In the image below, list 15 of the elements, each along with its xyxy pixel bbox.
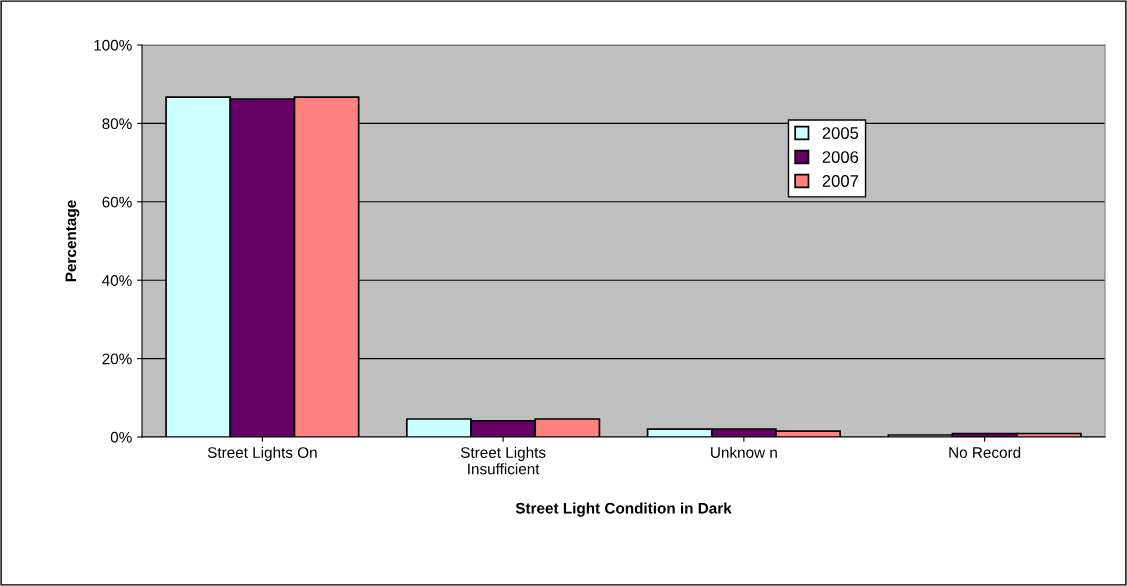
y-tick-label: 0% <box>110 431 132 443</box>
x-tick-label: Street Lights Insufficient <box>460 446 546 475</box>
x-tick-label: Street Lights On <box>207 446 317 461</box>
x-axis-title: Street Light Condition in Dark <box>515 502 732 517</box>
legend-label: 2006 <box>822 151 859 163</box>
x-tick-label: Unknow n <box>711 446 777 458</box>
y-tick-label: 100% <box>94 39 132 51</box>
x-tick-label: No Record <box>949 446 1021 458</box>
y-tick-label: 60% <box>102 196 132 208</box>
y-tick-label: 80% <box>102 118 132 130</box>
y-axis-title: Percentage <box>65 200 80 282</box>
y-tick-label: 20% <box>102 353 132 365</box>
legend-label: 2005 <box>822 127 859 139</box>
legend-label: 2007 <box>822 175 859 187</box>
y-tick-label: 40% <box>102 275 132 286</box>
